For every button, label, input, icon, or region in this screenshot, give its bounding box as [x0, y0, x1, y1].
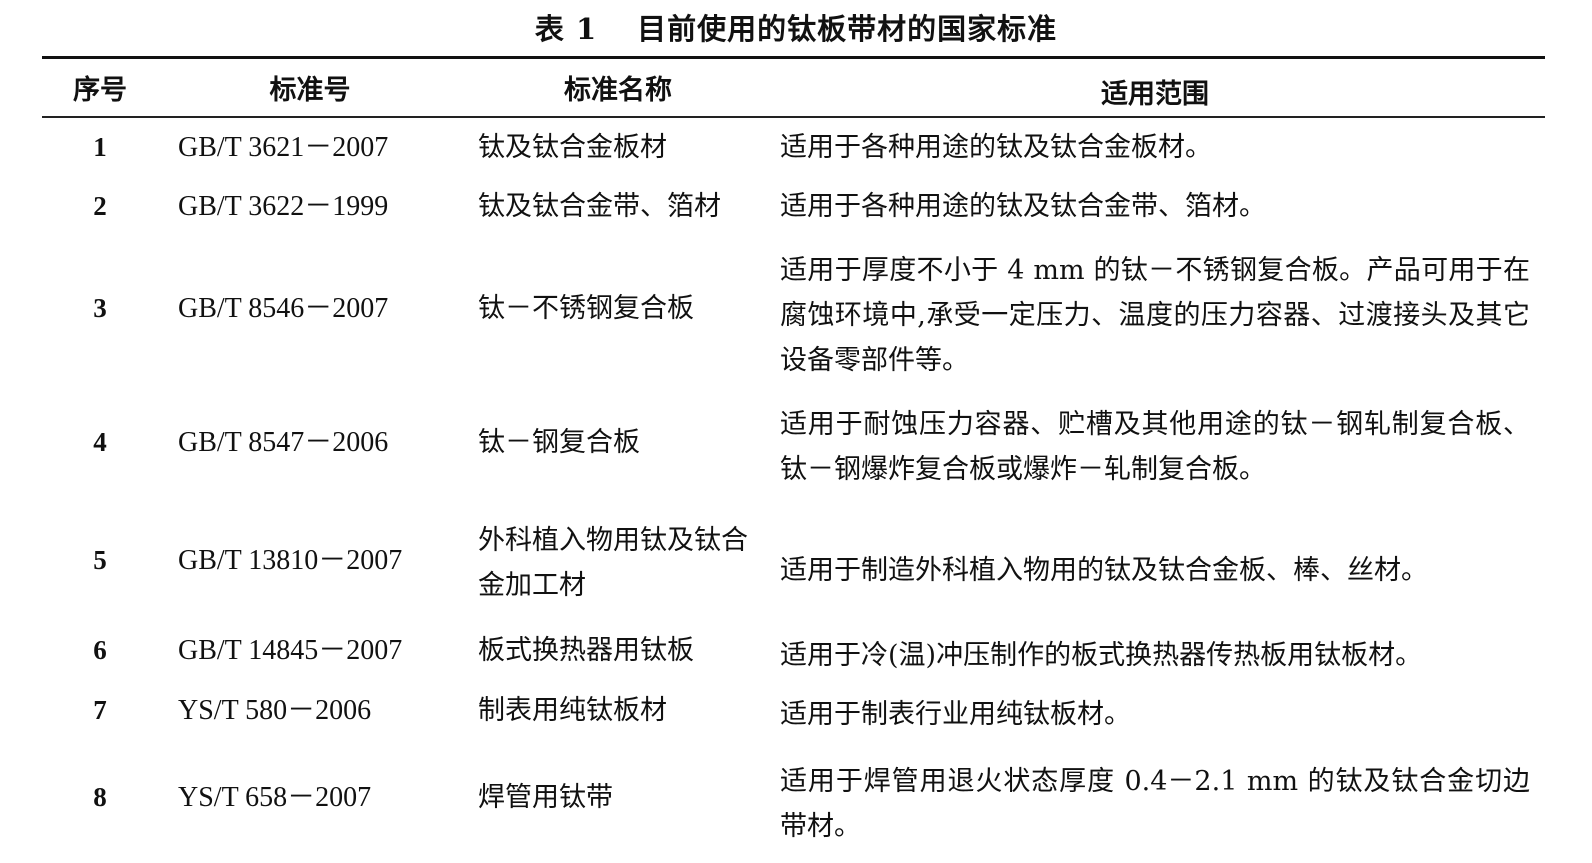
table-number: 表 1 — [534, 12, 598, 46]
standard-name: 焊管用钛带 — [478, 781, 613, 813]
row-number: 8 — [93, 781, 107, 812]
standard-name: 钛－不锈钢复合板 — [478, 292, 694, 324]
row-number: 6 — [93, 634, 107, 665]
standard-code: GB/T 8547－2006 — [178, 426, 389, 458]
scope: 适用于冷(温)冲压制作的板式换热器传热板用钛板材。 — [780, 639, 1423, 671]
scope: 适用于各种用途的钛及钛合金带、箔材。 — [780, 190, 1266, 222]
standard-name: 钛及钛合金带、箔材 — [478, 190, 721, 222]
standard-name: 钛及钛合金板材 — [478, 131, 667, 163]
header-code: 标准号 — [269, 75, 351, 106]
standard-code: GB/T 14845－2007 — [178, 634, 403, 666]
table-title: 目前使用的钛板带材的国家标准 — [637, 12, 1058, 46]
standard-name: 板式换热器用钛板 — [478, 634, 694, 666]
row-number: 4 — [93, 426, 107, 457]
standard-code: YS/T 580－2006 — [178, 694, 372, 726]
row-number: 7 — [93, 694, 107, 725]
standard-name: 制表用纯钛板材 — [478, 694, 667, 726]
standard-code: GB/T 13810－2007 — [178, 544, 403, 576]
scope: 适用于焊管用退火状态厚度 0.4－2.1 mm 的钛及钛合金切边带材。 — [780, 766, 1530, 842]
header-scope: 适用范围 — [1101, 79, 1209, 110]
header-name: 标准名称 — [564, 75, 672, 106]
top-rule — [42, 56, 1545, 59]
standard-code: GB/T 3621－2007 — [178, 131, 389, 163]
scope: 适用于各种用途的钛及钛合金板材。 — [780, 131, 1212, 163]
row-number: 1 — [93, 131, 107, 162]
scope: 适用于制表行业用纯钛板材。 — [780, 698, 1131, 730]
standard-code: GB/T 3622－1999 — [178, 190, 389, 222]
standard-name: 外科植入物用钛及钛合金加工材 — [478, 525, 748, 601]
scope: 适用于耐蚀压力容器、贮槽及其他用途的钛－钢轧制复合板、钛－钢爆炸复合板或爆炸－轧… — [780, 409, 1530, 485]
header-no: 序号 — [73, 75, 127, 106]
standard-code: GB/T 8546－2007 — [178, 292, 389, 324]
scope: 适用于厚度不小于 4 mm 的钛－不锈钢复合板。产品可用于在腐蚀环境中,承受一定… — [780, 254, 1530, 376]
table-caption: 表 1 目前使用的钛板带材的国家标准 — [0, 6, 1592, 48]
row-number: 3 — [93, 292, 107, 323]
standard-name: 钛－钢复合板 — [478, 426, 640, 458]
row-number: 2 — [93, 190, 107, 221]
header-rule — [42, 116, 1545, 118]
row-number: 5 — [93, 544, 107, 575]
standard-code: YS/T 658－2007 — [178, 781, 372, 813]
scope: 适用于制造外科植入物用的钛及钛合金板、棒、丝材。 — [780, 554, 1428, 586]
